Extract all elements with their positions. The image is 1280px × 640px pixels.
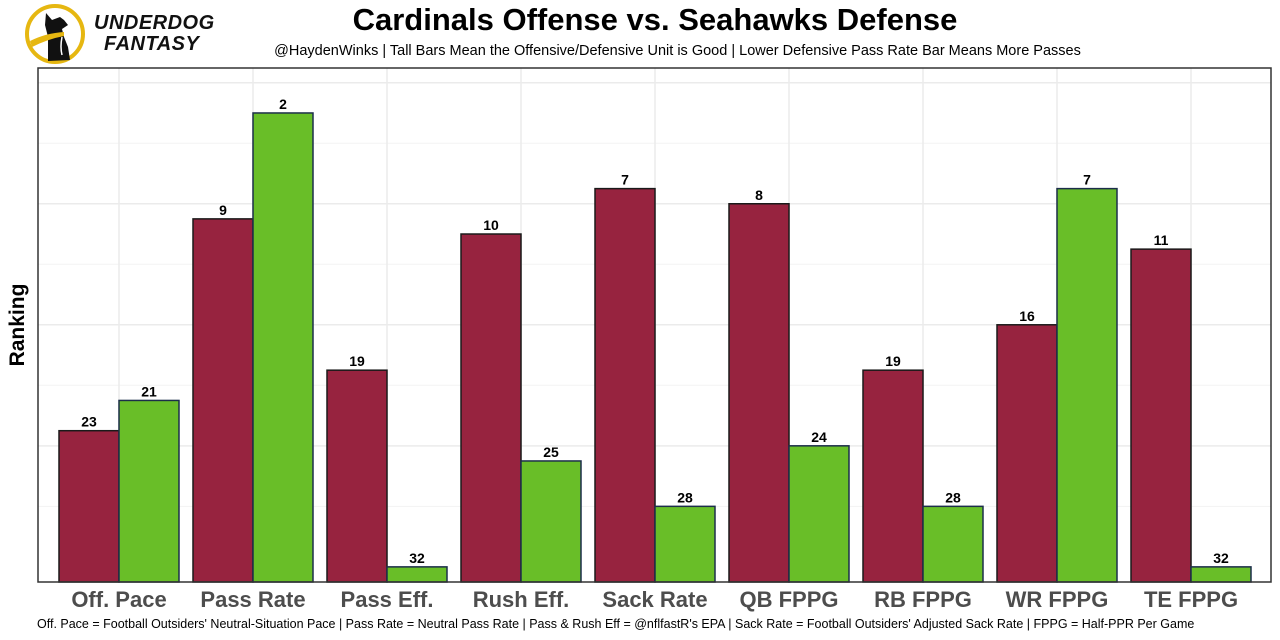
offense-bar: [862, 369, 924, 583]
defense-bar-label: 32: [409, 550, 425, 566]
x-tick-label: Pass Eff.: [341, 587, 434, 612]
defense-bar-label: 32: [1213, 550, 1229, 566]
defense-bar: [520, 460, 582, 583]
plot-border: [37, 67, 1272, 583]
offense-bar-label: 16: [1019, 308, 1035, 324]
defense-bar: [654, 505, 716, 583]
offense-bar: [58, 429, 120, 583]
defense-bar-label: 7: [1083, 172, 1091, 188]
defense-bar: [1190, 566, 1252, 583]
defense-bar: [922, 505, 984, 583]
x-tick-label: WR FPPG: [1006, 587, 1109, 612]
x-tick-label: TE FPPG: [1144, 587, 1238, 612]
brand-name-line1: UNDERDOG: [94, 12, 215, 34]
defense-bar-label: 2: [279, 96, 287, 112]
offense-bar: [728, 203, 790, 583]
defense-bar: [252, 112, 314, 583]
defense-bar-label: 28: [677, 489, 693, 505]
offense-bar: [996, 324, 1058, 583]
x-tick-label: Off. Pace: [71, 587, 166, 612]
x-tick-label: Pass Rate: [200, 587, 305, 612]
offense-bar: [594, 187, 656, 583]
offense-bar-label: 19: [349, 353, 365, 369]
brand-name-line2: FANTASY: [104, 33, 200, 55]
x-tick-label: RB FPPG: [874, 587, 972, 612]
x-tick-label: Rush Eff.: [473, 587, 570, 612]
defense-bar: [386, 566, 448, 583]
offense-bar-label: 8: [755, 187, 763, 203]
underdog-dog-logo-icon: [25, 4, 85, 64]
defense-bar: [118, 399, 180, 583]
offense-bar: [460, 233, 522, 583]
x-tick-label: QB FPPG: [739, 587, 838, 612]
chart-title: Cardinals Offense vs. Seahawks Defense: [352, 2, 958, 37]
offense-bar-label: 23: [81, 414, 97, 430]
bars: [58, 112, 1252, 583]
defense-bar-label: 25: [543, 444, 559, 460]
x-tick-label: Sack Rate: [602, 587, 707, 612]
chart-caption: Off. Pace = Football Outsiders' Neutral-…: [37, 617, 1195, 631]
defense-bar-label: 28: [945, 489, 961, 505]
offense-bar-label: 19: [885, 353, 901, 369]
offense-bar-label: 10: [483, 217, 499, 233]
chart-subtitle: @HaydenWinks | Tall Bars Mean the Offens…: [274, 43, 1081, 59]
defense-bar: [1056, 187, 1118, 583]
offense-bar-label: 7: [621, 172, 629, 188]
offense-bar: [1130, 248, 1192, 583]
x-tick-labels: Off. Pace Pass Rate Pass Eff. Rush Eff. Sack…: [71, 587, 1238, 612]
offense-bar-label: 11: [1154, 232, 1169, 248]
offense-bar-label: 9: [219, 202, 227, 218]
defense-bar-label: 24: [811, 429, 827, 445]
offense-bar: [192, 218, 254, 583]
offense-bar: [326, 369, 388, 583]
defense-bar-label: 21: [141, 383, 157, 399]
defense-bar: [788, 445, 850, 583]
